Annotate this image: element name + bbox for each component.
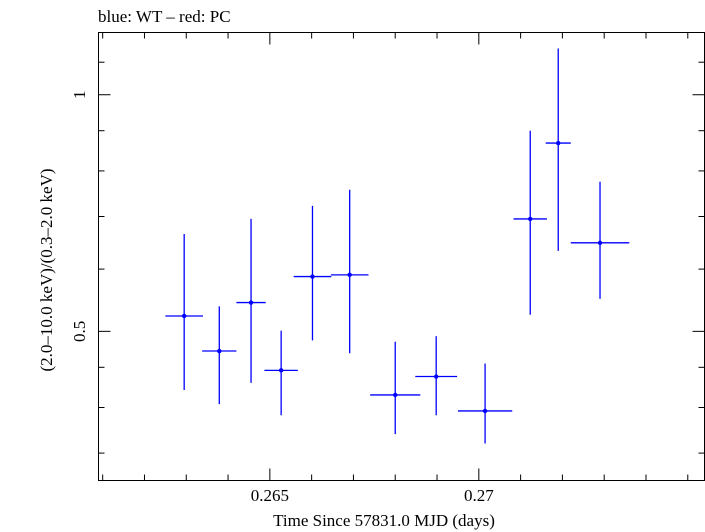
point-marker: [393, 392, 398, 398]
point-marker: [248, 300, 254, 305]
data-point: [370, 341, 421, 435]
data-point: [264, 330, 298, 416]
point-marker: [433, 374, 439, 379]
y-tick-label: 0.5: [70, 321, 89, 342]
point-marker: [347, 272, 352, 278]
point-marker: [278, 368, 284, 373]
x-tick-label: 0.27: [464, 486, 494, 505]
data-point: [570, 181, 630, 299]
data-point: [293, 205, 332, 341]
y-tick-label: 1: [70, 90, 89, 99]
data-point: [165, 233, 203, 391]
data-point: [330, 189, 369, 354]
point-marker: [217, 348, 222, 354]
data-point: [236, 218, 266, 383]
point-marker: [597, 240, 603, 246]
plot-frame: [98, 32, 705, 481]
point-marker: [181, 313, 187, 319]
x-axis-label: Time Since 57831.0 MJD (days): [273, 511, 495, 530]
data-points: [165, 48, 630, 444]
point-marker: [310, 274, 315, 279]
tick-labels: 0.265 0.27 0.5 1: [70, 90, 494, 505]
data-point: [513, 130, 547, 315]
chart-title: blue: WT – red: PC: [98, 7, 231, 26]
x-tick-label: 0.265: [251, 486, 289, 505]
data-point: [457, 363, 513, 444]
data-point: [545, 48, 571, 251]
axis-ticks: [98, 32, 705, 481]
data-point: [202, 306, 237, 405]
point-marker: [556, 140, 561, 146]
point-marker: [528, 216, 533, 222]
point-marker: [482, 408, 488, 414]
y-axis-label: (2.0–10.0 keV)/(0.3–2.0 keV): [37, 168, 56, 371]
data-point: [415, 336, 458, 416]
